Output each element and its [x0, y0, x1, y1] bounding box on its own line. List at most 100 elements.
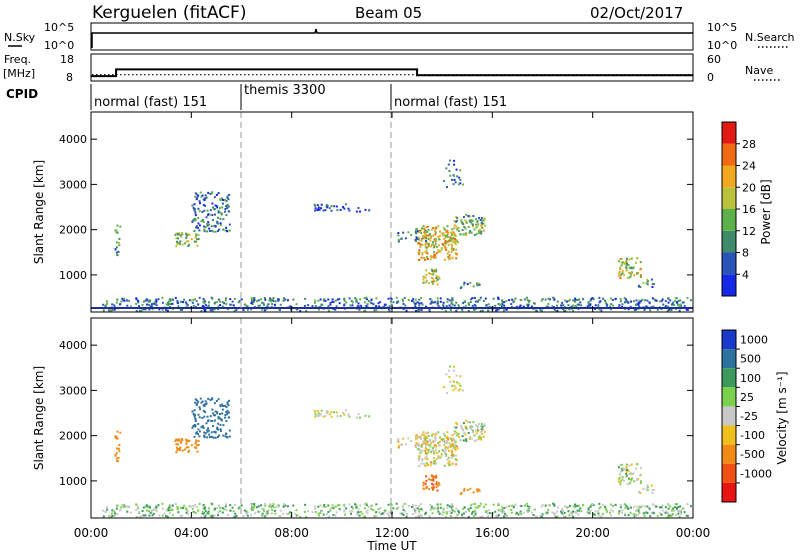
velocity-point: [142, 514, 145, 517]
velocity-point: [621, 467, 624, 470]
velocity-point: [202, 409, 205, 412]
power-point: [176, 299, 179, 302]
velocity-point: [609, 514, 612, 517]
velocity-point: [501, 510, 504, 513]
velocity-point: [632, 513, 635, 516]
velocity-point: [214, 507, 217, 510]
velocity-point: [327, 515, 330, 518]
power-point: [155, 300, 158, 303]
velocity-point: [395, 502, 398, 505]
velocity-point: [263, 515, 266, 518]
velocity-point: [262, 508, 265, 511]
velocity-point: [471, 429, 474, 432]
velocity-point: [179, 506, 182, 509]
power-point: [425, 226, 428, 229]
velocity-point: [431, 512, 434, 515]
power-point: [265, 308, 268, 311]
velocity-point: [634, 513, 637, 516]
velocity-point: [277, 504, 280, 507]
power-point: [152, 302, 155, 305]
velocity-point: [214, 410, 217, 413]
colorbar-segment: [722, 387, 736, 407]
power-point: [433, 253, 436, 256]
velocity-point: [225, 508, 228, 511]
power-point: [459, 178, 462, 181]
power-point: [206, 223, 209, 226]
power-point: [448, 256, 451, 259]
velocity-point: [424, 464, 427, 467]
velocity-point: [470, 428, 473, 431]
power-point: [129, 305, 132, 308]
velocity-point: [618, 510, 621, 513]
velocity-point: [464, 433, 467, 436]
velocity-point: [446, 435, 449, 438]
power-point: [457, 183, 460, 186]
power-point: [214, 204, 217, 207]
velocity-point: [319, 512, 322, 515]
power-point: [253, 297, 256, 300]
power-point: [614, 298, 617, 301]
power-point: [547, 302, 550, 305]
power-point: [165, 303, 168, 306]
velocity-point: [368, 415, 371, 418]
power-point: [572, 304, 575, 307]
power-point: [445, 305, 448, 308]
velocity-point: [153, 509, 156, 512]
power-point: [264, 297, 267, 300]
power-point: [445, 167, 448, 170]
velocity-point: [106, 508, 109, 511]
velocity-point: [331, 504, 334, 507]
velocity-point: [225, 432, 228, 435]
power-point: [505, 299, 508, 302]
colorbar-tick-label: -25: [740, 410, 758, 423]
power-point: [479, 309, 482, 312]
noise-panel-frame: [90, 22, 694, 51]
velocity-point: [553, 503, 556, 506]
power-point: [481, 219, 484, 222]
power-point: [314, 305, 317, 308]
power-point: [135, 297, 138, 300]
power-point: [634, 303, 637, 306]
velocity-point: [268, 505, 271, 508]
velocity-point: [207, 427, 210, 430]
velocity-point: [203, 508, 206, 511]
power-point: [283, 297, 286, 300]
power-point: [295, 303, 298, 306]
velocity-point: [429, 508, 432, 511]
x-tick-label: 16:00: [475, 526, 510, 540]
velocity-point: [497, 514, 500, 517]
power-point: [623, 273, 626, 276]
power-point: [470, 222, 473, 225]
power-point: [335, 305, 338, 308]
power-point: [351, 301, 354, 304]
velocity-point: [144, 514, 147, 517]
power-point: [418, 238, 421, 241]
velocity-point: [499, 509, 502, 512]
power-point: [451, 228, 454, 231]
velocity-point: [432, 483, 435, 486]
velocity-point: [679, 505, 682, 508]
power-point: [432, 281, 435, 284]
power-point: [591, 297, 594, 300]
velocity-point: [224, 414, 227, 417]
x-tick-label: 00:00: [676, 526, 711, 540]
power-point: [219, 222, 222, 225]
power-point: [477, 299, 480, 302]
power-point: [573, 299, 576, 302]
power-point: [544, 298, 547, 301]
velocity-point: [419, 513, 422, 516]
colorbar-tick-label: 24: [742, 160, 756, 173]
velocity-point: [432, 487, 435, 490]
power-point: [482, 299, 485, 302]
velocity-point: [670, 514, 673, 517]
power-point: [175, 237, 178, 240]
power-point: [451, 297, 454, 300]
power-point: [435, 280, 438, 283]
velocity-point: [414, 508, 417, 511]
power-point: [219, 224, 222, 227]
velocity-point: [481, 432, 484, 435]
power-point: [195, 193, 198, 196]
power-point: [477, 223, 480, 226]
velocity-point: [204, 514, 207, 517]
power-point: [432, 227, 435, 230]
